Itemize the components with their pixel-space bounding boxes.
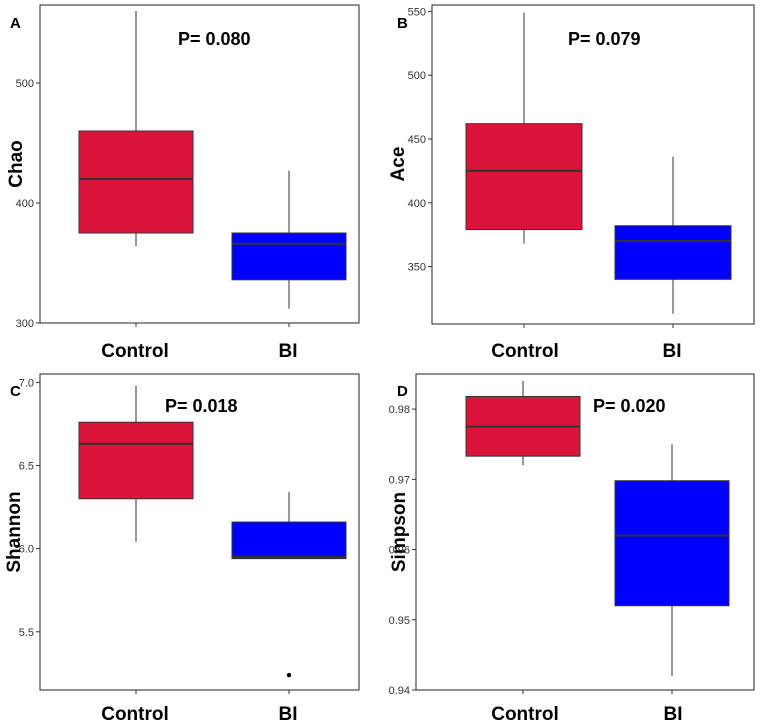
y-tick-label: 5.5 xyxy=(19,627,34,639)
panel-letter: C xyxy=(10,383,21,400)
y-tick-label: 0.95 xyxy=(389,615,410,627)
panel-letter: D xyxy=(397,383,408,400)
x-tick-label-control: Control xyxy=(101,341,169,362)
y-tick-label: 0.98 xyxy=(389,404,410,416)
y-axis-label: Ace xyxy=(388,147,409,182)
box-bi xyxy=(231,521,347,560)
box-bi xyxy=(231,232,347,281)
panel-D: D Simpson 0.94 0.95 0.96 0.97 0.98 Control BI P= … xyxy=(389,373,755,721)
y-tick-label: 0.96 xyxy=(389,545,410,557)
plot-frame xyxy=(39,373,360,691)
y-tick-label: 7.0 xyxy=(19,377,34,389)
p-value-annotation: P= 0.018 xyxy=(165,396,238,416)
plot-frame xyxy=(39,4,360,324)
box-bi xyxy=(614,225,732,280)
p-value-annotation: P= 0.080 xyxy=(178,29,251,49)
p-value-annotation: P= 0.020 xyxy=(593,396,666,416)
p-value-annotation: P= 0.079 xyxy=(568,29,641,49)
x-tick-label-bi: BI xyxy=(664,704,683,721)
outlier-point-bi xyxy=(286,672,292,678)
panel-letter: B xyxy=(397,15,408,32)
panel-B: B Ace 350 400 450 500 550 Control BI P= 0.079 xyxy=(388,4,755,362)
x-tick-label-bi: BI xyxy=(663,341,682,362)
x-tick-label-bi: BI xyxy=(279,341,298,362)
y-tick-label: 500 xyxy=(16,78,34,90)
y-tick-label: 500 xyxy=(408,70,426,82)
box-control xyxy=(78,130,194,234)
x-tick-label-control: Control xyxy=(491,704,559,721)
y-tick-label: 450 xyxy=(408,134,426,146)
plot-frame xyxy=(415,373,755,691)
y-axis-label: Simpson xyxy=(389,492,410,572)
plot-frame xyxy=(431,4,755,325)
box-bi xyxy=(614,480,730,607)
y-tick-label: 400 xyxy=(408,198,426,210)
x-tick-label-control: Control xyxy=(101,704,169,721)
y-tick-label: 350 xyxy=(408,262,426,274)
panel-C: C Shannon 5.5 6.0 6.5 7.0 Control BI P= 0.018 xyxy=(4,373,360,721)
y-tick-label: 6.0 xyxy=(19,544,34,556)
y-tick-label: 300 xyxy=(16,318,34,330)
x-tick-label-bi: BI xyxy=(279,704,298,721)
y-tick-label: 6.5 xyxy=(19,460,34,472)
box-control xyxy=(465,123,583,231)
box-control xyxy=(78,421,194,500)
panel-A: A Chao 300 400 500 Control BI P= 0.080 xyxy=(6,4,360,362)
x-tick-label-control: Control xyxy=(491,341,559,362)
y-axis-label: Chao xyxy=(6,140,27,188)
y-axis-label: Shannon xyxy=(4,491,25,572)
y-tick-label: 550 xyxy=(408,6,426,18)
panel-letter: A xyxy=(10,15,21,32)
y-tick-label: 0.94 xyxy=(389,685,410,697)
y-tick-label: 0.97 xyxy=(389,474,410,486)
y-tick-label: 400 xyxy=(16,198,34,210)
